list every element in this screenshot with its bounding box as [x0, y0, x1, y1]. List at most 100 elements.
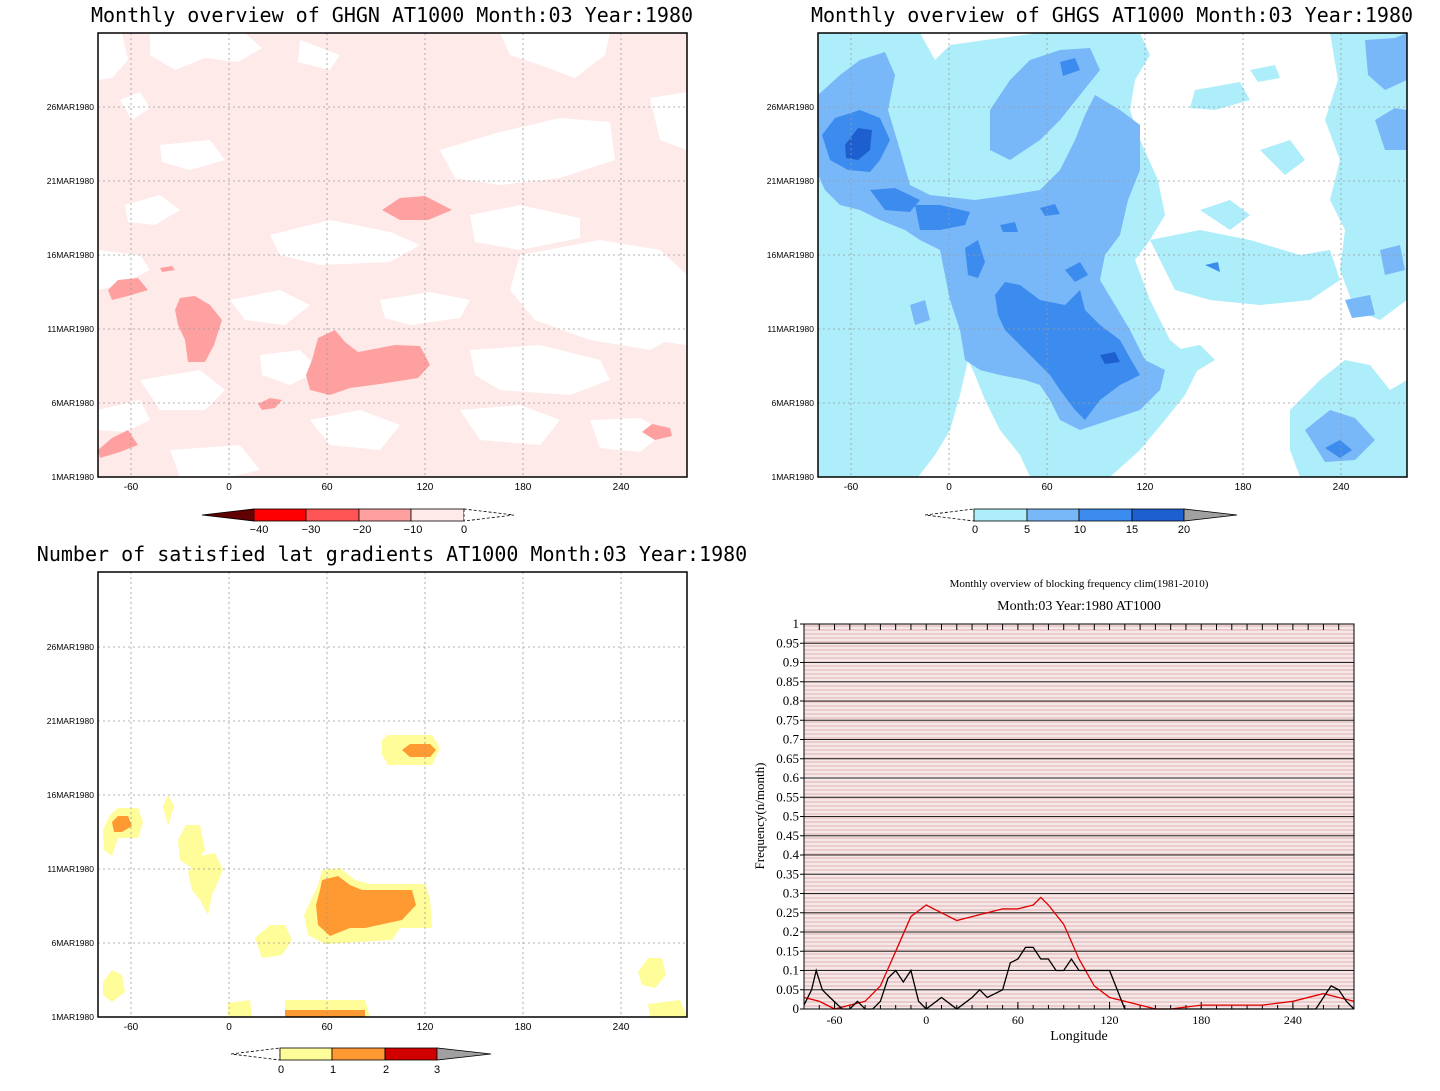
ghgn-y-ticks: 1MAR1980 6MAR1980 11MAR1980 16MAR1980 21… — [47, 102, 95, 482]
lat-colorbar-label: 1 — [330, 1064, 336, 1076]
ghgn-colorbar-max-arrow — [463, 508, 515, 522]
ghgs-colorbar-min-arrow — [924, 508, 975, 522]
freq-xtick-label: 60 — [1012, 1013, 1024, 1027]
lat-colorbar-bin — [384, 1047, 438, 1061]
ghgn-colorbar-label: −30 — [302, 524, 321, 536]
ghgn-xtick: 240 — [613, 482, 630, 493]
freq-xlabel: Longitude — [1050, 1029, 1108, 1044]
ghgn-colorbar-label: −20 — [353, 524, 372, 536]
ghgn-colorbar-label: −40 — [250, 524, 269, 536]
ghgs-ytick: 1MAR1980 — [771, 472, 814, 482]
ghgs-colorbar-bin — [973, 508, 1028, 522]
ghgn-ytick: 1MAR1980 — [51, 472, 94, 482]
ghgs-colorbar-label: 5 — [1024, 524, 1030, 536]
freq-ylabel: Frequency(n/month) — [752, 763, 767, 870]
freq-ytick-label: 0.05 — [776, 982, 799, 997]
ghgn-xtick: 120 — [417, 482, 434, 493]
ghgn-xtick: 180 — [515, 482, 532, 493]
ghgn-ytick: 6MAR1980 — [51, 398, 94, 408]
lat-colorbar-bin — [331, 1047, 386, 1061]
ghgs-level-15-20 — [845, 128, 1120, 364]
lat-ytick: 6MAR1980 — [51, 938, 94, 948]
lat-field — [98, 572, 687, 1017]
lat-xtick: -60 — [124, 1022, 139, 1033]
freq-ticks: 0 0.05 0.1 0.15 0.2 0.25 0.3 0.35 0.4 0.45 0.5 0.55… — [776, 616, 1355, 1027]
ghgs-colorbar-bin — [1131, 508, 1185, 522]
lat-ytick: 16MAR1980 — [47, 790, 95, 800]
ghgn-x-ticks: -60 0 60 120 180 240 — [124, 482, 630, 493]
lat-y-ticks: 1MAR1980 6MAR1980 11MAR1980 16MAR1980 21… — [47, 642, 95, 1022]
freq-frame — [803, 623, 1355, 1010]
ghgn-colorbar-min-arrow — [201, 508, 255, 522]
lat-colorbar-label: 3 — [434, 1064, 440, 1076]
ghgs-ytick: 16MAR1980 — [767, 250, 815, 260]
ghgn-colorbar-bin — [253, 508, 307, 522]
freq-ytick-label: 0.15 — [776, 943, 799, 958]
freq-ytick-label: 0.35 — [776, 866, 799, 881]
ghgn-frame — [97, 32, 688, 478]
ghgn-ytick: 21MAR1980 — [47, 176, 95, 186]
lat-ytick: 26MAR1980 — [47, 642, 95, 652]
freq-ytick-label: 0.6 — [783, 770, 800, 785]
lat-title: Number of satisfied lat gradients AT1000… — [37, 542, 747, 566]
ghgs-colorbar-bin — [1078, 508, 1133, 522]
ghgs-y-ticks: 1MAR1980 6MAR1980 11MAR1980 16MAR1980 21… — [767, 102, 815, 482]
ghgs-title: Monthly overview of GHGS AT1000 Month:03… — [811, 3, 1413, 27]
ghgn-xtick: 0 — [226, 482, 232, 493]
ghgn-colorbar-label: 0 — [461, 524, 467, 536]
freq-ytick-label: 0.5 — [783, 809, 799, 824]
ghgn-colorbar-bin — [410, 508, 465, 522]
ghgn-ytick: 16MAR1980 — [47, 250, 95, 260]
ghgs-colorbar-max-arrow — [1183, 508, 1238, 522]
lat-xtick: 180 — [515, 1022, 532, 1033]
ghgs-colorbar-label: 15 — [1126, 524, 1138, 536]
ghgn-xtick: 60 — [321, 482, 333, 493]
freq-ytick-label: 0.95 — [776, 635, 799, 650]
ghgs-xtick: 120 — [1137, 482, 1154, 493]
ghgs-ytick: 26MAR1980 — [767, 102, 815, 112]
lat-ytick: 11MAR1980 — [47, 864, 94, 874]
freq-ytick-label: 0.25 — [776, 905, 799, 920]
ghgs-colorbar-label: 0 — [972, 524, 978, 536]
freq-xtick-label: 120 — [1101, 1013, 1119, 1027]
ghgs-grid — [818, 33, 1407, 477]
freq-grid — [804, 623, 1354, 1010]
freq-ytick-label: 0.55 — [776, 789, 799, 804]
freq-xtick-label: 180 — [1192, 1013, 1210, 1027]
lat-x-ticks: -60 0 60 120 180 240 — [124, 1022, 630, 1033]
freq-xtick-label: 0 — [923, 1013, 929, 1027]
freq-ytick-label: 1 — [793, 616, 800, 631]
ghgn-grid — [98, 33, 687, 477]
ghgn-xtick: -60 — [124, 482, 139, 493]
lat-xtick: 240 — [613, 1022, 630, 1033]
lat-ytick: 21MAR1980 — [47, 716, 95, 726]
freq-subtitle: Month:03 Year:1980 AT1000 — [997, 599, 1161, 614]
ghgs-ytick: 6MAR1980 — [771, 398, 814, 408]
ghgs-x-ticks: -60 0 60 120 180 240 — [844, 482, 1350, 493]
ghgn-title: Monthly overview of GHGN AT1000 Month:03… — [91, 3, 693, 27]
ghgs-xtick: 240 — [1333, 482, 1350, 493]
lat-colorbar-bin — [279, 1047, 333, 1061]
ghgs-colorbar-label: 10 — [1074, 524, 1086, 536]
freq-ytick-label: 0.45 — [776, 828, 799, 843]
ghgs-ytick: 11MAR1980 — [767, 324, 814, 334]
ghgs-colorbar: 0 5 10 15 20 — [924, 508, 1238, 536]
freq-ytick-label: 0.8 — [783, 693, 799, 708]
freq-ytick-label: 0.7 — [783, 732, 800, 747]
freq-xtick-label: -60 — [827, 1013, 843, 1027]
lat-xtick: 0 — [226, 1022, 232, 1033]
lat-grid — [98, 572, 687, 1017]
lat-colorbar: 0 1 2 3 — [230, 1047, 492, 1076]
ghgs-xtick: -60 — [844, 482, 859, 493]
freq-ytick-label: 0.4 — [783, 847, 800, 862]
freq-ytick-label: 0.3 — [783, 886, 799, 901]
ghgs-ytick: 21MAR1980 — [767, 176, 815, 186]
lat-background — [98, 572, 687, 1017]
lat-xtick: 60 — [321, 1022, 333, 1033]
lat-colorbar-max-arrow — [436, 1047, 492, 1061]
freq-series-line-0 — [803, 896, 1355, 1010]
lat-xtick: 120 — [417, 1022, 434, 1033]
freq-ytick-label: 0.65 — [776, 751, 799, 766]
lat-colorbar-label: 0 — [278, 1064, 284, 1076]
